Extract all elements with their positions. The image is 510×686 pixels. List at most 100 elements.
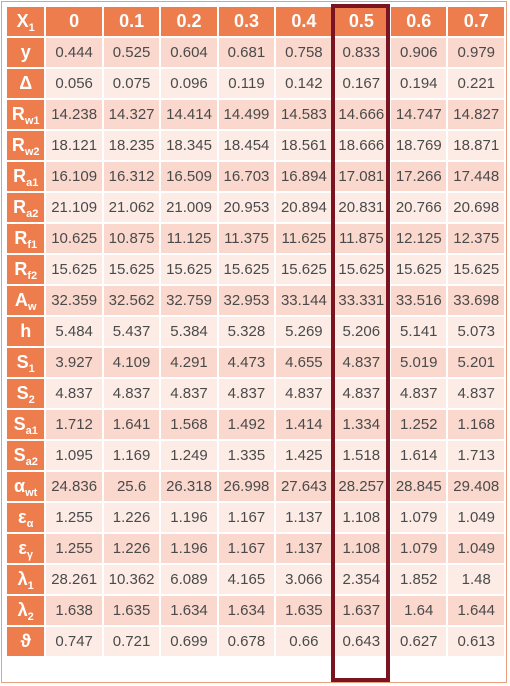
- table-cell: 1.634: [218, 596, 275, 625]
- row-header-main: α: [14, 476, 26, 496]
- row-header: y: [7, 38, 45, 67]
- table-cell: 5.073: [448, 317, 504, 346]
- row-header: Rf2: [7, 255, 45, 284]
- row-header: Rw1: [7, 100, 45, 129]
- table-cell: 0.142: [276, 69, 332, 98]
- row-header-sub: a2: [25, 456, 38, 468]
- row-header-sub: α: [26, 518, 34, 530]
- table-cell: 20.698: [448, 193, 504, 222]
- table-cell: 4.837: [46, 379, 102, 408]
- table-cell: 0.747: [46, 627, 102, 656]
- table-cell: 16.703: [218, 162, 275, 191]
- table-cell: 1.614: [391, 441, 447, 470]
- table-cell: 1.644: [448, 596, 504, 625]
- row-header: Aw: [7, 286, 45, 315]
- row-header: εα: [7, 503, 45, 532]
- table-cell: 15.625: [448, 255, 504, 284]
- row-header-sub: w: [27, 301, 37, 313]
- table-cell: 1.095: [46, 441, 102, 470]
- table-cell: 0.613: [448, 627, 504, 656]
- table-cell: 14.499: [218, 100, 275, 129]
- table-cell: 0.221: [448, 69, 504, 98]
- table-cell: 14.666: [333, 100, 390, 129]
- table-cell: 4.837: [161, 379, 217, 408]
- table-cell: 12.375: [448, 224, 504, 253]
- column-header: 0: [46, 7, 102, 36]
- table-row: Sa1 1.712 1.641 1.568 1.492 1.414 1.334 1.252 1.…: [7, 410, 504, 439]
- table-row: S1 3.927 4.109 4.291 4.473 4.655 4.837 5.019 5.2…: [7, 348, 504, 377]
- table-cell: 21.109: [46, 193, 102, 222]
- table-cell: 0.444: [46, 38, 102, 67]
- table-cell: 17.448: [448, 162, 504, 191]
- row-header: Δ: [7, 69, 45, 98]
- table-cell: 14.747: [391, 100, 447, 129]
- table-cell: 15.625: [391, 255, 447, 284]
- table-cell: 20.766: [391, 193, 447, 222]
- table-cell: 15.625: [103, 255, 160, 284]
- table-cell: 4.109: [103, 348, 160, 377]
- row-header: Sa1: [7, 410, 45, 439]
- corner-header-main: X: [16, 11, 29, 31]
- table-cell: 5.437: [103, 317, 160, 346]
- table-cell: 11.375: [218, 224, 275, 253]
- row-header-main: R: [14, 259, 28, 279]
- table-cell: 5.141: [391, 317, 447, 346]
- table-cell: 1.48: [448, 565, 504, 594]
- row-header-sub: 1: [27, 580, 34, 592]
- table-cell: 1.637: [333, 596, 390, 625]
- table-cell: 17.266: [391, 162, 447, 191]
- table-row: ϑ 0.747 0.721 0.699 0.678 0.66 0.643 0.627 0.613: [7, 627, 504, 656]
- table-row: Ra2 21.109 21.062 21.009 20.953 20.894 20.831 2…: [7, 193, 504, 222]
- table-cell: 0.833: [333, 38, 390, 67]
- table-cell: 1.641: [103, 410, 160, 439]
- table-cell: 18.345: [161, 131, 217, 160]
- table-cell: 3.066: [276, 565, 332, 594]
- table-cell: 5.328: [218, 317, 275, 346]
- table-cell: 4.837: [276, 379, 332, 408]
- table-cell: 1.226: [103, 534, 160, 563]
- table-cell: 6.089: [161, 565, 217, 594]
- table-cell: 4.837: [333, 348, 390, 377]
- table-cell: 10.875: [103, 224, 160, 253]
- table-cell: 5.201: [448, 348, 504, 377]
- table-cell: 0.681: [218, 38, 275, 67]
- table-cell: 2.354: [333, 565, 390, 594]
- row-header: λ2: [7, 596, 45, 625]
- row-header-main: λ: [17, 600, 28, 620]
- table-cell: 1.638: [46, 596, 102, 625]
- table-cell: 14.327: [103, 100, 160, 129]
- table-cell: 0.66: [276, 627, 332, 656]
- table-cell: 11.125: [161, 224, 217, 253]
- row-header: S2: [7, 379, 45, 408]
- table-cell: 1.079: [391, 534, 447, 563]
- table-cell: 1.108: [333, 534, 390, 563]
- row-header-main: S: [16, 383, 29, 403]
- corner-header: X1: [7, 7, 45, 36]
- table-cell: 0.194: [391, 69, 447, 98]
- table-row: y 0.444 0.525 0.604 0.681 0.758 0.833 0.906 0.97…: [7, 38, 504, 67]
- row-header-main: λ: [17, 569, 28, 589]
- table-cell: 0.627: [391, 627, 447, 656]
- table-cell: 18.454: [218, 131, 275, 160]
- table-cell: 25.6: [103, 472, 160, 501]
- table-cell: 0.096: [161, 69, 217, 98]
- table-cell: 14.583: [276, 100, 332, 129]
- table-row: h 5.484 5.437 5.384 5.328 5.269 5.206 5.141 5.07…: [7, 317, 504, 346]
- row-header: Rf1: [7, 224, 45, 253]
- table-row: Rf2 15.625 15.625 15.625 15.625 15.625 15.625 1…: [7, 255, 504, 284]
- table-cell: 1.255: [46, 503, 102, 532]
- table-cell: 28.845: [391, 472, 447, 501]
- row-header-sub: a2: [26, 208, 39, 220]
- row-header: h: [7, 317, 45, 346]
- row-header: αwt: [7, 472, 45, 501]
- table-cell: 11.875: [333, 224, 390, 253]
- row-header-main: S: [13, 445, 26, 465]
- table-cell: 16.894: [276, 162, 332, 191]
- row-header: Ra2: [7, 193, 45, 222]
- row-header: εγ: [7, 534, 45, 563]
- table-cell: 33.516: [391, 286, 447, 315]
- table-cell: 16.509: [161, 162, 217, 191]
- row-header-main: R: [11, 135, 25, 155]
- table-cell: 4.837: [448, 379, 504, 408]
